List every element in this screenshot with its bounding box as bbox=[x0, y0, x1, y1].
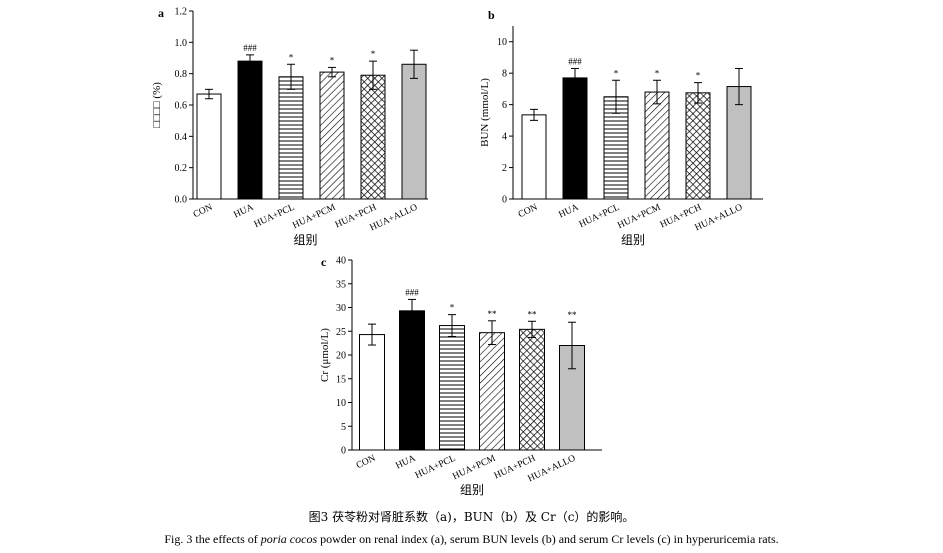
x-tick-label: CON bbox=[192, 203, 215, 221]
bar bbox=[360, 74, 386, 200]
panel-c: c 0 5 10 15 20 25 30 35 40 Cr (μmol/L) 组别 CON ### HUA *… bbox=[319, 255, 602, 497]
bar bbox=[399, 310, 425, 451]
x-tick-label: HUA+PCM bbox=[291, 202, 337, 231]
panel-letter-a: a bbox=[158, 6, 164, 20]
significance-mark: ### bbox=[568, 56, 582, 66]
significance-mark: ### bbox=[405, 287, 419, 297]
bar bbox=[401, 63, 427, 200]
bar bbox=[439, 325, 465, 451]
y-tick-label: 0.0 bbox=[175, 195, 188, 206]
bar bbox=[278, 76, 304, 200]
caption-en-suffix: powder on renal index (a), serum BUN lev… bbox=[317, 532, 779, 546]
x-tick-label: CON bbox=[355, 454, 378, 472]
x-tick-label: HUA bbox=[557, 203, 580, 221]
y-tick-label: 10 bbox=[336, 398, 346, 409]
x-tick-label: HUA+PCL bbox=[253, 203, 297, 230]
y-axis-label: Cr (μmol/L) bbox=[319, 328, 331, 382]
y-tick-label: 2 bbox=[502, 163, 507, 174]
figure-caption-chinese: 图3 茯苓粉对肾脏系数（a)，BUN（b）及 Cr（c）的影响。 bbox=[308, 510, 635, 524]
significance-mark: * bbox=[450, 303, 455, 313]
figure-canvas: a 0.0 0.2 0.4 0.6 0.8 1.0 1.2 □□□□ (%) 组别 CON ### HU… bbox=[151, 6, 763, 497]
y-axis-label: BUN (mmol/L) bbox=[479, 78, 491, 147]
x-axis-label: 组别 bbox=[293, 233, 317, 247]
y-tick-label: 1.0 bbox=[175, 38, 188, 49]
bar bbox=[521, 114, 547, 200]
bar bbox=[479, 332, 505, 451]
y-tick-label: 0.8 bbox=[175, 69, 188, 80]
y-tick-label: 10 bbox=[497, 37, 507, 48]
y-tick-label: 8 bbox=[502, 69, 507, 80]
y-tick-label: 4 bbox=[502, 132, 507, 143]
significance-mark: * bbox=[330, 55, 335, 65]
significance-mark: * bbox=[614, 68, 619, 78]
x-tick-label: HUA+PCL bbox=[578, 203, 622, 230]
y-tick-label: 0.6 bbox=[175, 101, 188, 112]
significance-mark: * bbox=[371, 49, 376, 59]
x-tick-label: HUA bbox=[394, 454, 417, 472]
significance-mark: * bbox=[655, 68, 660, 78]
bar bbox=[359, 334, 385, 451]
x-tick-label: HUA+PCL bbox=[414, 454, 458, 481]
y-axis-label: □□□□ (%) bbox=[151, 82, 163, 128]
x-tick-label: CON bbox=[517, 203, 540, 221]
bar bbox=[319, 71, 345, 200]
x-tick-label: HUA+ALLO bbox=[369, 203, 420, 234]
bar bbox=[644, 91, 670, 200]
x-tick-label: HUA bbox=[232, 203, 255, 221]
y-tick-label: 6 bbox=[502, 100, 507, 111]
panel-b: b 0 2 4 6 8 10 BUN (mmol/L) 组别 CON ### HUA * HUA+PCL *… bbox=[479, 8, 763, 247]
bar bbox=[237, 60, 263, 200]
y-tick-label: 0 bbox=[502, 195, 507, 206]
significance-mark: ### bbox=[243, 43, 257, 53]
significance-mark: ** bbox=[528, 309, 538, 319]
panel-letter-c: c bbox=[321, 255, 327, 269]
y-tick-label: 5 bbox=[341, 422, 346, 433]
caption-en-italic: poria cocos bbox=[260, 532, 318, 546]
x-axis-label: 组别 bbox=[460, 483, 484, 497]
bar bbox=[562, 77, 588, 200]
bar bbox=[685, 92, 711, 200]
y-tick-label: 0 bbox=[341, 446, 346, 457]
y-tick-label: 15 bbox=[336, 374, 346, 385]
significance-mark: ** bbox=[488, 309, 498, 319]
significance-mark: * bbox=[696, 71, 701, 81]
y-tick-label: 35 bbox=[336, 279, 346, 290]
figure-caption-english: Fig. 3 the effects of poria cocos powder… bbox=[0, 532, 943, 547]
significance-mark: ** bbox=[568, 310, 578, 320]
x-axis-label: 组别 bbox=[621, 233, 645, 247]
bar bbox=[603, 96, 629, 200]
panel-letter-b: b bbox=[488, 8, 495, 22]
y-tick-label: 30 bbox=[336, 303, 346, 314]
significance-mark: * bbox=[289, 52, 294, 62]
y-tick-label: 1.2 bbox=[175, 7, 188, 18]
y-tick-label: 20 bbox=[336, 351, 346, 362]
x-tick-label: HUA+PCM bbox=[451, 453, 497, 482]
y-tick-label: 0.2 bbox=[175, 163, 188, 174]
y-tick-label: 25 bbox=[336, 327, 346, 338]
panel-a: a 0.0 0.2 0.4 0.6 0.8 1.0 1.2 □□□□ (%) 组别 CON ### HU… bbox=[151, 6, 428, 247]
caption-en-prefix: Fig. 3 the effects of bbox=[164, 532, 261, 546]
bar bbox=[196, 93, 222, 200]
y-tick-label: 40 bbox=[336, 256, 346, 267]
x-tick-label: HUA+PCM bbox=[616, 202, 662, 231]
bar bbox=[519, 328, 545, 451]
x-tick-label: HUA+ALLO bbox=[694, 203, 745, 234]
y-tick-label: 0.4 bbox=[175, 132, 188, 143]
